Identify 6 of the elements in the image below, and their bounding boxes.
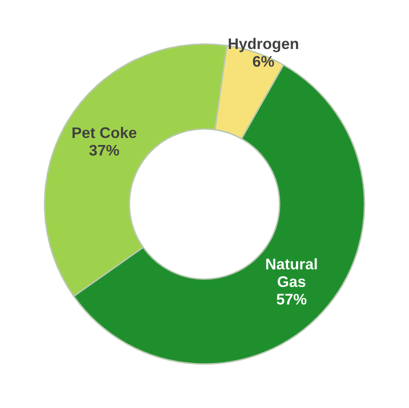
slice-label: Pet Coke xyxy=(72,126,136,138)
data-label: 6% xyxy=(252,56,274,67)
slice-label: Hydrogen xyxy=(228,38,298,52)
data-label: 57% xyxy=(276,294,306,305)
slice-label: Natural Gas xyxy=(266,258,317,288)
data-label: 37% xyxy=(89,144,120,156)
